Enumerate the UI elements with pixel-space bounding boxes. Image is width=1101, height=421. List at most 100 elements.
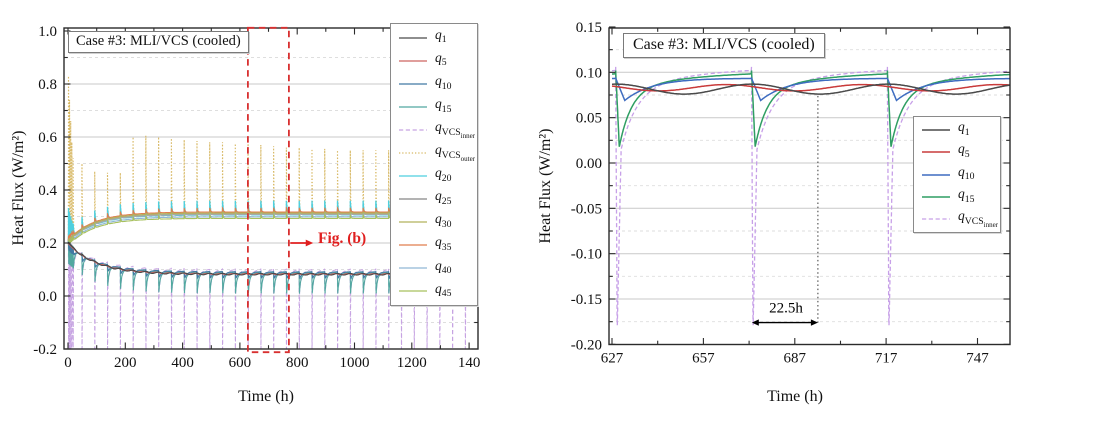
y-tick-label-b: -0.05 [571, 201, 602, 217]
legend-line-sample-q_5 [399, 59, 427, 62]
chart-b-x-axis-label: Time (h) [767, 388, 823, 405]
legend-label-q_15: q15 [435, 95, 452, 115]
legend-label-q_40: q40 [435, 257, 452, 277]
y-tick-label-a: 0.6 [38, 130, 57, 146]
legend-line-sample-q_1 [922, 129, 950, 131]
x-tick-label-a: 0 [64, 355, 72, 371]
legend-line-sample-q_VCS_outer [399, 152, 427, 154]
x-tick-label-a: 200 [114, 355, 137, 371]
legend-line-sample-q_VCS_inner [399, 129, 427, 131]
chart-b-legend: q1 q5 q10 q15 qVCSinner [913, 116, 1001, 233]
legend-item-q_1: q1 [398, 26, 473, 49]
legend-item-q_25: q25 [398, 188, 473, 211]
legend-line-sample-q_25 [399, 198, 427, 200]
legend-line-sample-q_1 [399, 36, 427, 39]
legend-label-q_10: q10 [435, 72, 452, 92]
series-line-q_VCS_inner [612, 66, 1010, 326]
x-tick-label-a: 1200 [397, 355, 427, 371]
legend-line-sample-q_5 [922, 151, 950, 154]
y-tick-label-b: -0.15 [571, 292, 602, 308]
y-tick-label-b: -0.10 [571, 247, 602, 263]
legend-item-q_15: q15 [398, 95, 473, 118]
legend-label-q_20: q20 [435, 165, 452, 184]
y-tick-label-a: 0.2 [38, 236, 57, 252]
legend-label-q_45: q45 [435, 280, 452, 300]
y-tick-label-b: 0.10 [576, 65, 602, 81]
legend-item-q_15: q15 [921, 186, 996, 208]
legend-label-q_30: q30 [435, 211, 452, 231]
chart-a-x-axis-label: Time (h) [238, 388, 294, 405]
zoom-region-rect [246, 26, 290, 354]
x-tick-label-b: 627 [601, 351, 624, 367]
legend-item-q_1: q1 [921, 119, 996, 141]
series-line-q_5 [611, 83, 1010, 92]
legend-label-q_15: q15 [958, 185, 975, 205]
x-tick-label-b: 747 [966, 351, 989, 367]
series-line-q_1 [612, 83, 1010, 95]
chart-b-title: Case #3: MLI/VCS (cooled) [623, 33, 825, 58]
legend-item-q_VCS_inner: qVCSinner [921, 208, 999, 230]
y-tick-label-a: 0.4 [38, 183, 57, 199]
y-tick-label-b: -0.20 [571, 337, 602, 353]
chart-a-legend: q1 q5 q10 q15 qVCSinner qVCSouter q20 q25 q30 q35… [390, 23, 478, 306]
x-tick-label-a: 140 [458, 355, 481, 371]
legend-label-q_25: q25 [435, 188, 452, 207]
legend-label-q_VCS_inner: qVCSinner [958, 208, 999, 229]
legend-label-q_10: q10 [958, 163, 975, 183]
legend-line-sample-q_10 [922, 173, 950, 176]
legend-label-q_VCS_inner: qVCSinner [435, 119, 476, 140]
legend-item-q_20: q20 [398, 164, 473, 187]
legend-item-q_40: q40 [398, 257, 473, 280]
legend-line-sample-q_45 [399, 290, 427, 293]
legend-line-sample-q_15 [922, 195, 950, 198]
y-tick-label-b: 0.15 [576, 20, 602, 36]
chart-a-y-axis-label: Heat Flux (W/m²) [10, 130, 27, 246]
legend-line-sample-q_30 [399, 221, 427, 223]
chart-a-title: Case #3: MLI/VCS (cooled) [68, 31, 249, 53]
legend-label-q_VCS_outer: qVCSouter [435, 142, 476, 163]
legend-label-q_1: q1 [958, 119, 970, 138]
series-b [611, 66, 1010, 326]
annotations-a [246, 26, 314, 354]
legend-item-q_10: q10 [398, 72, 473, 95]
x-tick-label-b: 717 [875, 351, 898, 367]
legend-line-sample-q_VCS_inner [922, 218, 950, 220]
x-tick-label-b: 687 [784, 351, 807, 367]
interval-annotation-label: 22.5h [769, 300, 803, 317]
y-tick-label-b: 0.00 [576, 156, 602, 172]
axes-b: 627 657 687 717 747 -0.20 -0.15 -0.10 -0.05 0.00 0… [571, 20, 1011, 367]
annotations-b [751, 95, 819, 326]
legend-label-q_35: q35 [435, 234, 452, 254]
legend-item-q_10: q10 [921, 163, 996, 185]
y-tick-label-a: 0.0 [38, 289, 57, 305]
legend-item-q_30: q30 [398, 211, 473, 234]
legend-line-sample-q_15 [399, 106, 427, 108]
x-tick-label-b: 657 [692, 351, 715, 367]
legend-label-q_5: q5 [958, 141, 970, 161]
legend-item-q_5: q5 [398, 49, 473, 72]
y-tick-label-a: 1.0 [38, 24, 57, 40]
legend-item-q_VCS_outer: qVCSouter [398, 141, 476, 164]
legend-line-sample-q_20 [399, 175, 427, 177]
x-tick-label-a: 800 [286, 355, 309, 371]
legend-line-sample-q_10 [399, 83, 427, 85]
legend-item-q_5: q5 [921, 141, 996, 163]
legend-label-q_1: q1 [435, 26, 447, 46]
x-tick-label-a: 600 [229, 355, 252, 371]
legend-item-q_35: q35 [398, 234, 473, 257]
legend-line-sample-q_35 [399, 244, 427, 246]
series-line-q_15 [612, 70, 1010, 147]
y-tick-label-a: -0.2 [33, 342, 57, 358]
y-tick-label-b: 0.05 [576, 111, 602, 127]
chart-b-y-axis-label: Heat Flux (W/m²) [537, 128, 554, 244]
x-tick-label-a: 400 [171, 355, 194, 371]
y-tick-label-a: 0.8 [38, 77, 57, 93]
fig-b-reference-label: Fig. (b) [318, 230, 367, 247]
legend-item-q_45: q45 [398, 280, 473, 303]
legend-label-q_5: q5 [435, 49, 447, 69]
legend-line-sample-q_40 [399, 267, 427, 269]
legend-item-q_VCS_inner: qVCSinner [398, 118, 476, 141]
x-tick-label-a: 1000 [340, 355, 370, 371]
